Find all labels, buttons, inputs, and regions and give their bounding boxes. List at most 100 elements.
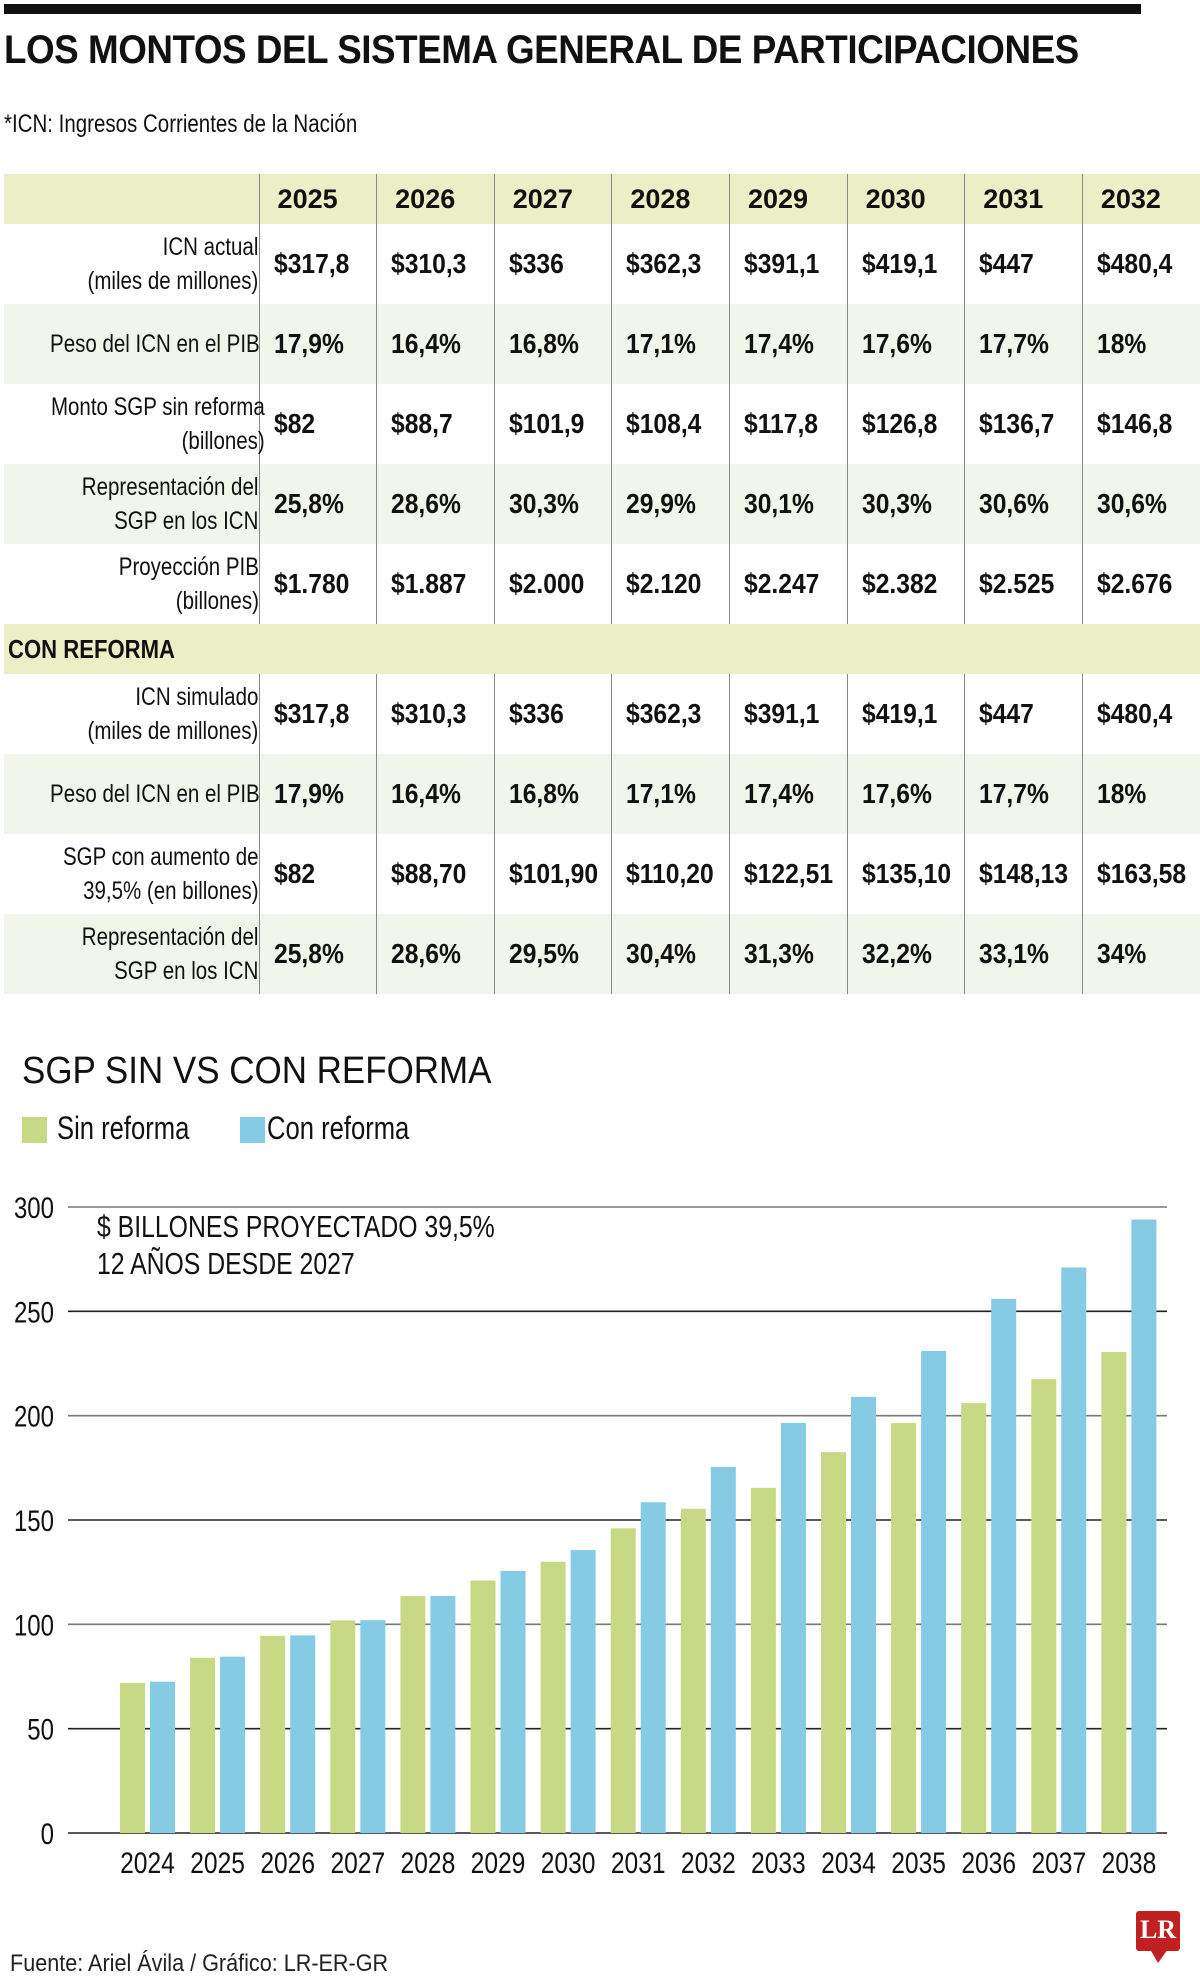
x-tick-label: 2029 [471, 1846, 526, 1880]
table-row: Representación del SGP en los ICN 25,8% 28,… [4, 914, 1200, 994]
table-header-year: 2026 [376, 174, 495, 224]
table-cell: $317,8 [258, 674, 377, 754]
cell-value: $122,51 [743, 858, 834, 889]
table-cell: 30,1% [728, 464, 848, 544]
table-cell: $135,10 [846, 834, 965, 914]
row-label-line: Representación del [81, 923, 259, 951]
legend-label-sin-reforma: Sin reforma [57, 1110, 190, 1146]
bar-con-reforma [921, 1350, 947, 1833]
x-tick-label: 2027 [330, 1846, 385, 1880]
table-row: Peso del ICN en el PIB 17,9% 16,4% 16,8% 17,… [4, 754, 1200, 834]
cell-value: 17,1% [626, 328, 697, 359]
table-cell: $419,1 [846, 224, 965, 304]
cell-value: 17,9% [273, 328, 344, 359]
y-tick-label: 300 [14, 1190, 54, 1224]
table-cell: 17,9% [258, 754, 377, 834]
cell-value: $88,7 [391, 408, 453, 439]
row-label: Representación del SGP en los ICN [4, 914, 260, 994]
cell-value: $82 [273, 858, 315, 889]
table-cell: 25,8% [258, 914, 377, 994]
table-cell: $310,3 [376, 674, 495, 754]
table-row: ICN simulado (miles de millones) $317,8 $31… [4, 674, 1200, 754]
bar-sin-reforma [260, 1635, 286, 1833]
row-label-line: Peso del ICN en el PIB [50, 330, 260, 358]
cell-value: $135,10 [861, 858, 951, 889]
bar-con-reforma [150, 1681, 175, 1833]
bar-con-reforma [430, 1595, 456, 1833]
table-header-corner [4, 174, 260, 224]
cell-value: 16,8% [508, 778, 579, 809]
cell-value: $101,9 [508, 408, 585, 439]
table-row: Proyección PIB (billones) $1.780 $1.887 $2.0… [4, 544, 1200, 624]
table-cell: 30,6% [1081, 464, 1200, 544]
cell-value: $2.000 [508, 568, 585, 599]
bar-con-reforma [991, 1298, 1017, 1833]
cell-value: 17,1% [626, 778, 697, 809]
cell-value: $163,58 [1096, 858, 1186, 889]
row-label: Representación del SGP en los ICN [4, 464, 260, 544]
bar-con-reforma [220, 1656, 246, 1833]
table-cell: $110,20 [611, 834, 730, 914]
row-label-line: (billones) [175, 587, 259, 615]
bar-con-reforma [360, 1620, 386, 1833]
cell-value: $310,3 [391, 248, 467, 279]
row-label-line: SGP en los ICN [114, 507, 259, 535]
table-header-year: 2029 [728, 174, 848, 224]
section-row-con-reforma: CON REFORMA [4, 624, 1200, 674]
table-cell: 25,8% [258, 464, 377, 544]
table-header-year: 2031 [964, 174, 1083, 224]
table-cell: $88,7 [376, 384, 495, 464]
cell-value: 29,5% [508, 938, 579, 969]
table-cell: $136,7 [964, 384, 1083, 464]
table-cell: $2.000 [493, 544, 612, 624]
cell-value: $447 [979, 248, 1035, 279]
cell-value: 17,7% [979, 778, 1050, 809]
cell-value: 25,8% [273, 488, 344, 519]
table-cell: 28,6% [376, 464, 495, 544]
table-cell: $317,8 [258, 224, 377, 304]
table-cell: $362,3 [611, 224, 730, 304]
bar-con-reforma [851, 1396, 876, 1833]
cell-value: 29,9% [626, 488, 697, 519]
table-cell: 17,1% [611, 304, 730, 384]
cell-value: $336 [508, 698, 564, 729]
top-rule [4, 4, 1141, 14]
cell-value: $362,3 [626, 698, 702, 729]
cell-value: $126,8 [861, 408, 937, 439]
bar-con-reforma [710, 1466, 736, 1833]
row-label: Monto SGP sin reforma (billones) [4, 384, 265, 464]
table-cell: $126,8 [846, 384, 965, 464]
row-label: SGP con aumento de 39,5% (en billones) [4, 834, 259, 914]
bar-con-reforma [290, 1635, 316, 1833]
table-header-year: 2032 [1081, 174, 1200, 224]
bar-sin-reforma [470, 1580, 496, 1833]
table-cell: $101,90 [493, 834, 612, 914]
bar-sin-reforma [400, 1595, 426, 1833]
row-label: Peso del ICN en el PIB [4, 754, 260, 834]
cell-value: 17,7% [979, 328, 1050, 359]
chart-annotation-line: 12 AÑOS DESDE 2027 [97, 1246, 355, 1280]
sgp-table: 2025 2026 2027 2028 2029 2030 2031 2032 ICN act… [4, 174, 1200, 994]
row-label-line: SGP con aumento de [62, 843, 259, 871]
bar-con-reforma [1131, 1219, 1157, 1833]
table-cell: $2.525 [964, 544, 1083, 624]
table-cell: 30,3% [846, 464, 965, 544]
table-cell: 16,8% [493, 304, 612, 384]
row-label-line: 39,5% (en billones) [83, 877, 259, 905]
table-cell: $82 [258, 834, 377, 914]
row-label-line: (miles de millones) [87, 267, 259, 295]
cell-value: $317,8 [273, 698, 349, 729]
table-cell: $2.676 [1081, 544, 1200, 624]
cell-value: $419,1 [861, 248, 937, 279]
x-tick-label: 2024 [120, 1846, 175, 1880]
cell-value: 16,4% [391, 778, 462, 809]
cell-value: $146,8 [1096, 408, 1173, 439]
x-tick-label: 2025 [190, 1846, 245, 1880]
table-cell: $2.382 [846, 544, 965, 624]
row-label-line: Peso del ICN en el PIB [50, 780, 260, 808]
cell-value: 16,4% [391, 328, 462, 359]
cell-value: 18% [1096, 778, 1147, 809]
table-cell: $480,4 [1081, 224, 1200, 304]
cell-value: $317,8 [273, 248, 349, 279]
cell-value: $336 [508, 248, 564, 279]
